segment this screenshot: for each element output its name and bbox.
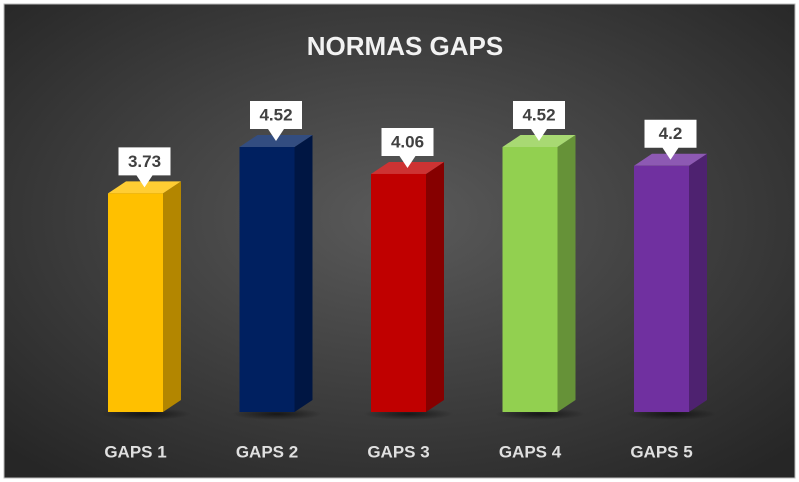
- bar-side: [426, 161, 444, 412]
- bar: [239, 147, 295, 412]
- data-label: 4.52: [259, 105, 292, 124]
- data-label: 4.52: [522, 105, 555, 124]
- bar: [108, 193, 163, 412]
- data-label-box: [644, 119, 697, 160]
- bar: [371, 173, 426, 412]
- data-label: 3.73: [128, 152, 161, 171]
- bar-side: [689, 153, 707, 413]
- chart-title: NORMAS GAPS: [307, 31, 503, 61]
- x-tick-label: GAPS 3: [367, 442, 429, 461]
- x-tick-label: GAPS 4: [499, 442, 562, 461]
- data-label: 4.2: [659, 124, 683, 143]
- bar-side: [557, 135, 576, 412]
- data-label-box: [513, 101, 565, 141]
- x-tick-label: GAPS 1: [104, 442, 166, 461]
- data-label-box: [118, 147, 171, 188]
- x-tick-label: GAPS 5: [630, 442, 692, 461]
- bar: [634, 165, 689, 412]
- data-label-box: [381, 127, 434, 168]
- bar-side: [294, 135, 313, 412]
- x-tick-label: GAPS 2: [236, 442, 298, 461]
- data-label: 4.06: [391, 132, 424, 151]
- bar-side: [163, 181, 181, 412]
- bar: [502, 147, 558, 412]
- data-label-box: [250, 101, 302, 141]
